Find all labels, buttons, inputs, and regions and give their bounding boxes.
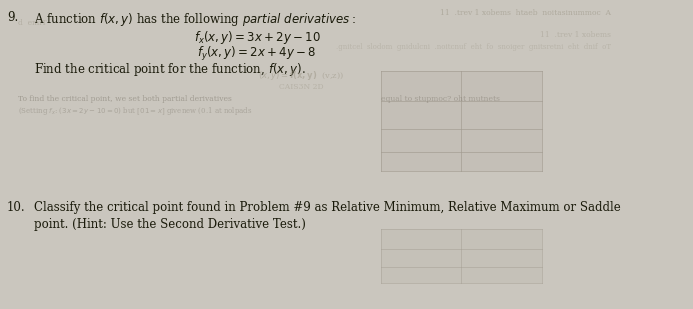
Text: 10.: 10.	[7, 201, 26, 214]
Text: CAIS3N 2D: CAIS3N 2D	[279, 83, 324, 91]
Text: $(x,y) = \mathbf{f(x,y)}$  (v,z)): $(x,y) = \mathbf{f(x,y)}$ (v,z))	[258, 69, 344, 82]
Text: $f_y(x, y) = 2x + 4y - 8$: $f_y(x, y) = 2x + 4y - 8$	[198, 45, 317, 63]
Text: point. (Hint: Use the Second Derivative Test.): point. (Hint: Use the Second Derivative …	[34, 218, 306, 231]
Text: 9.: 9.	[7, 11, 18, 24]
Bar	[381, 229, 542, 283]
Text: A function $f(x, y)$ has the following $\it{partial\ derivatives:}$: A function $f(x, y)$ has the following $…	[34, 11, 356, 28]
Text: d  emiT: d emiT	[18, 19, 46, 27]
Bar	[381, 71, 542, 171]
Text: 11  .trev 1 xobems  htaeb  noitasinummoc  A: 11 .trev 1 xobems htaeb noitasinummoc A	[440, 9, 611, 17]
Text: To find the critical point, we set both partial derivatives: To find the critical point, we set both …	[18, 95, 231, 103]
Text: 11  .trev 1 xobems: 11 .trev 1 xobems	[541, 31, 611, 39]
Text: Classify the critical point found in Problem #9 as Relative Minimum, Relative Ma: Classify the critical point found in Pro…	[34, 201, 620, 214]
Text: .gnitcel  slodom  gnidulcni  .noitcnuf  eht  fo  snoiger  gnitsretni  eht  dnif : .gnitcel slodom gnidulcni .noitcnuf eht …	[336, 43, 611, 51]
Text: (Setting $f_x$: ($3x = 2y - 10 = 0$) but $[01 = x]$ givenew (0.1 at nolpads: (Setting $f_x$: ($3x = 2y - 10 = 0$) but…	[18, 105, 252, 117]
Text: equal to stupmoc? oht mutnets: equal to stupmoc? oht mutnets	[381, 95, 500, 103]
Text: $f_x(x, y) = 3x + 2y - 10$: $f_x(x, y) = 3x + 2y - 10$	[193, 29, 320, 46]
Text: Find the critical point for the function, $f(x, y)$.: Find the critical point for the function…	[34, 61, 306, 78]
